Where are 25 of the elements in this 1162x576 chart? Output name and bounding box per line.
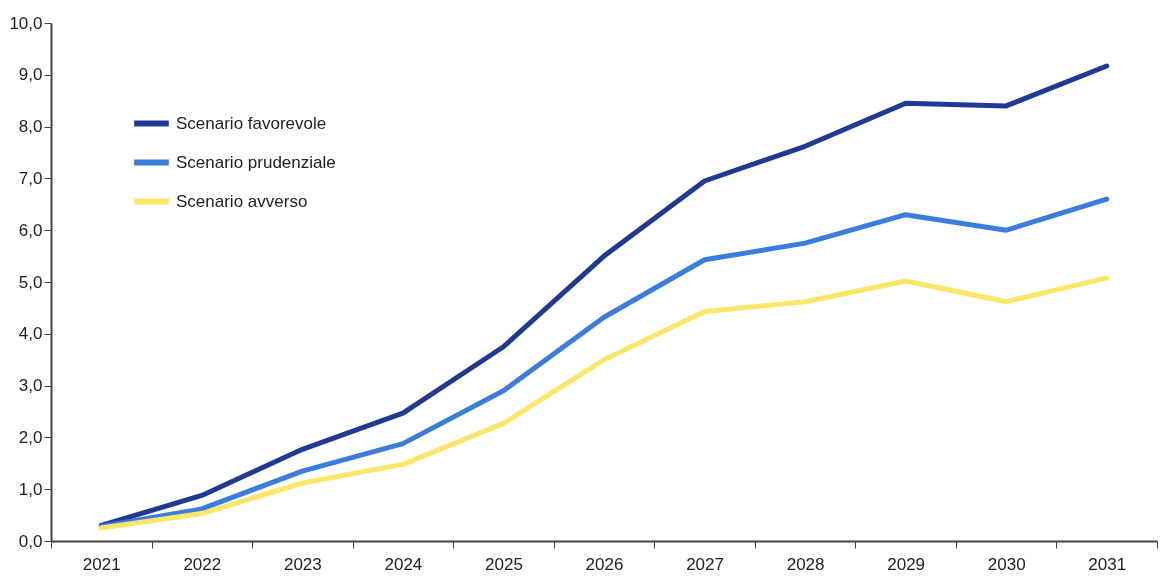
- x-tick-label: 2028: [786, 554, 825, 574]
- y-tick-label: 0,0: [18, 531, 43, 551]
- x-tick-label: 2021: [82, 554, 121, 574]
- x-tick-label: 2031: [1088, 554, 1127, 574]
- y-tick-label: 10,0: [9, 13, 43, 33]
- y-tick-label: 3,0: [18, 376, 43, 396]
- x-tick-label: 2026: [585, 554, 624, 574]
- y-tick-label: 5,0: [18, 272, 43, 292]
- y-tick-label: 9,0: [18, 65, 43, 85]
- x-tick-label: 2022: [183, 554, 222, 574]
- y-tick-label: 8,0: [18, 117, 43, 137]
- legend-label: Scenario avverso: [176, 191, 308, 211]
- legend-label: Scenario favorevole: [176, 113, 327, 133]
- x-tick-label: 2023: [283, 554, 322, 574]
- y-tick-label: 6,0: [18, 220, 43, 240]
- x-tick-label: 2027: [686, 554, 724, 574]
- x-tick-label: 2025: [485, 554, 523, 574]
- y-tick-label: 4,0: [18, 324, 43, 344]
- x-tick-label: 2024: [384, 554, 423, 574]
- y-tick-label: 7,0: [18, 168, 43, 188]
- y-tick-label: 2,0: [18, 427, 43, 447]
- x-tick-label: 2030: [987, 554, 1026, 574]
- legend-label: Scenario prudenziale: [176, 152, 336, 172]
- x-tick-label: 2029: [887, 554, 926, 574]
- y-tick-label: 1,0: [18, 479, 43, 499]
